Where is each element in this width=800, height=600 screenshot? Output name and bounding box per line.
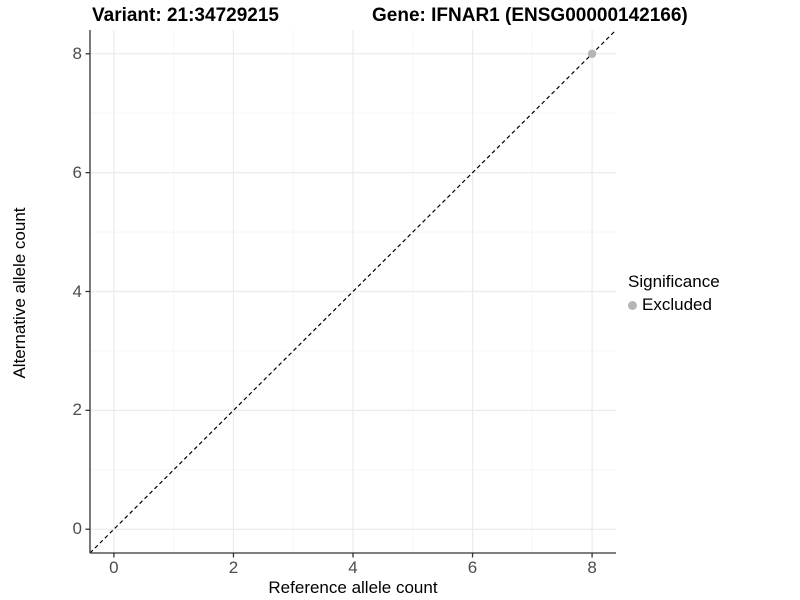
- legend-title: Significance: [628, 272, 720, 291]
- y-tick-label: 4: [72, 281, 82, 301]
- y-axis-label: Alternative allele count: [10, 207, 29, 379]
- diagonal-reference-line: [89, 29, 617, 554]
- x-tick-label: 8: [587, 558, 597, 577]
- y-tick-label: 2: [72, 400, 82, 420]
- y-tick-label: 6: [72, 162, 82, 182]
- legend-item-excluded: Excluded: [628, 295, 720, 315]
- y-tick-label: 0: [72, 519, 82, 539]
- x-axis-label: Reference allele count: [268, 578, 438, 597]
- plot-title-variant: Variant: 21:34729215: [92, 5, 279, 26]
- plot-title-gene: Gene: IFNAR1 (ENSG00000142166): [372, 5, 688, 26]
- data-point-excluded: [587, 49, 597, 58]
- legend: Significance Excluded: [628, 272, 720, 315]
- x-tick-label: 4: [348, 558, 358, 577]
- y-tick-label: 8: [72, 43, 82, 63]
- x-tick-label: 2: [228, 558, 239, 577]
- legend-item-label: Excluded: [642, 295, 712, 314]
- x-tick-label: 6: [467, 558, 478, 577]
- legend-point-icon: [628, 300, 637, 310]
- x-tick-label: 0: [109, 558, 119, 577]
